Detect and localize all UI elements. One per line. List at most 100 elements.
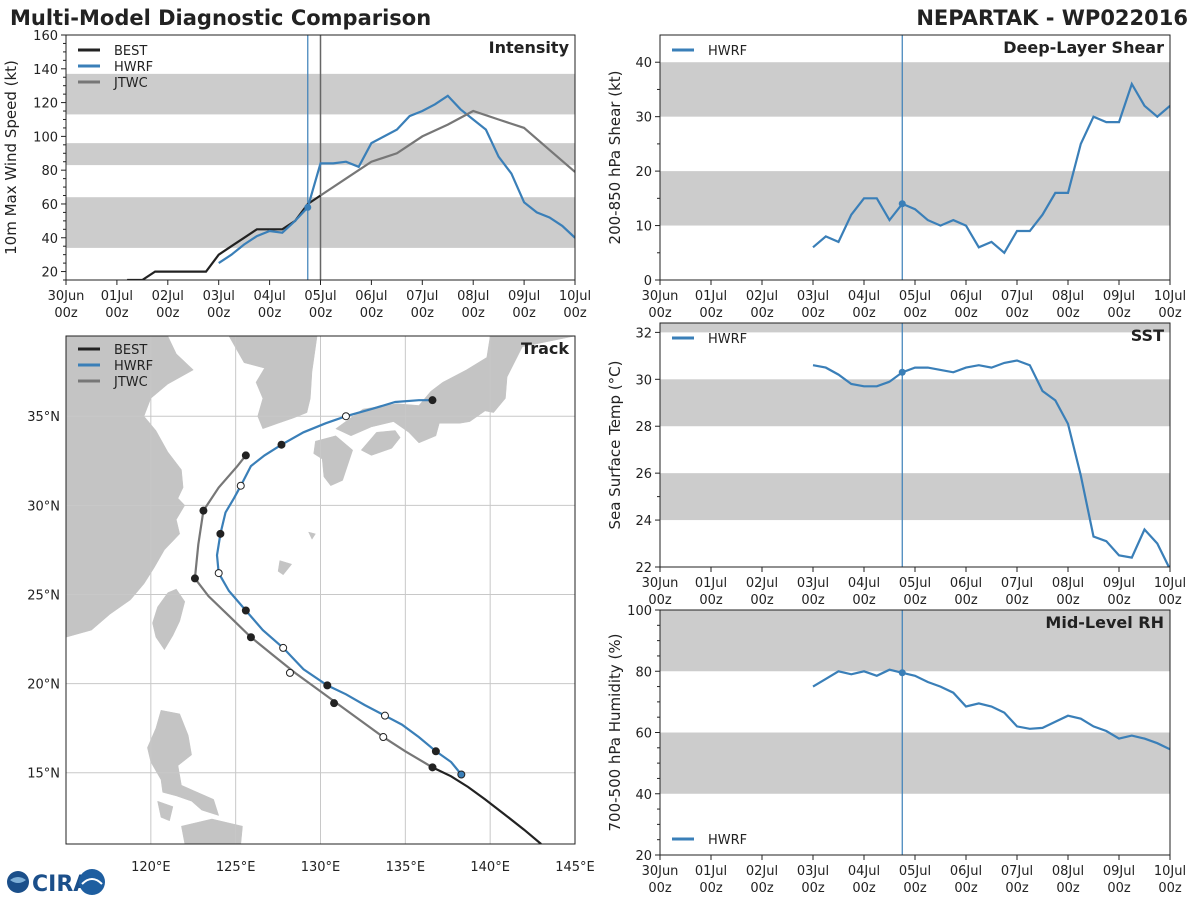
track-title: Track <box>521 339 569 358</box>
shear-ytick-label-1: 10 <box>635 220 652 235</box>
intensity-title: Intensity <box>489 38 570 57</box>
track-marker-hwrf-2 <box>380 711 389 720</box>
shear-xtick-hour-10: 00z <box>1158 306 1182 321</box>
land-kyushu <box>313 435 353 487</box>
track-legend-label-best: BEST <box>114 343 147 358</box>
sst-xtick-hour-8: 00z <box>1056 593 1080 608</box>
land-taiwan <box>152 588 186 651</box>
track-marker-jtwc-1 <box>379 733 388 742</box>
intensity-xtick-hour-3: 00z <box>207 306 231 321</box>
intensity-xtick-hour-7: 00z <box>411 306 435 321</box>
track-ytick-label-0: 15°N <box>27 767 60 782</box>
rh-xtick-day-7: 07Jul <box>1001 864 1033 879</box>
storm-name: NEPARTAK - WP022016 <box>916 6 1188 30</box>
sst-xtick-day-2: 02Jul <box>746 576 778 591</box>
intensity-xtick-day-6: 06Jul <box>355 289 387 304</box>
shear-band-1 <box>660 62 1170 117</box>
track-xtick-label-3: 135°E <box>386 860 426 875</box>
sst-xtick-day-8: 08Jul <box>1052 576 1084 591</box>
land-okinawa <box>277 560 293 576</box>
intensity-xtick-day-8: 08Jul <box>457 289 489 304</box>
shear-xtick-hour-9: 00z <box>1107 306 1131 321</box>
rh-xtick-hour-9: 00z <box>1107 881 1131 896</box>
track-ytick-label-3: 30°N <box>27 499 60 514</box>
sst-xtick-hour-5: 00z <box>903 593 927 608</box>
sst-xtick-day-4: 04Jul <box>848 576 880 591</box>
track-marker-hwrf-7 <box>216 529 225 538</box>
sst-xtick-hour-9: 00z <box>1107 593 1131 608</box>
rh-current-marker <box>898 669 906 677</box>
rh-xtick-hour-6: 00z <box>954 881 978 896</box>
track-marker-hwrf-11 <box>428 396 437 405</box>
rh-ytick-label-3: 80 <box>635 665 652 680</box>
shear-xtick-day-0: 30Jun <box>642 289 679 304</box>
track-marker-hwrf-8 <box>236 481 245 490</box>
intensity-xtick-hour-1: 00z <box>105 306 129 321</box>
track-legend-label-hwrf: HWRF <box>114 359 153 374</box>
intensity-panel: 20 40 60 80 100 120 140 160 30Jun 00z 01Jul 00z 02Ju… <box>2 29 591 321</box>
rh-xtick-day-2: 02Jul <box>746 864 778 879</box>
rh-series-hwrf <box>812 668 1170 751</box>
sst-xtick-hour-4: 00z <box>852 593 876 608</box>
rh-xtick-hour-0: 00z <box>648 881 672 896</box>
intensity-xtick-day-3: 03Jul <box>203 289 235 304</box>
land-shikoku <box>360 430 401 456</box>
track-xtick-label-4: 140°E <box>470 860 510 875</box>
sst-xtick-day-1: 01Jul <box>695 576 727 591</box>
track-ytick-label-2: 25°N <box>27 588 60 603</box>
track-marker-jtwc-0 <box>428 763 437 772</box>
sst-current-marker <box>898 368 906 376</box>
sst-ytick-label-4: 30 <box>635 373 652 388</box>
rh-ytick-label-2: 60 <box>635 727 652 742</box>
track-xtick-label-1: 125°E <box>216 860 256 875</box>
shear-xtick-day-1: 01Jul <box>695 289 727 304</box>
rh-ylabel: 700-500 hPa Humidity (%) <box>606 633 624 831</box>
track-marker-jtwc-3 <box>285 668 294 677</box>
track-marker-jtwc-2 <box>330 699 339 708</box>
track-frame <box>65 335 576 845</box>
sst-legend-label-hwrf: HWRF <box>708 332 747 347</box>
intensity-xtick-hour-5: 00z <box>309 306 333 321</box>
shear-ytick-label-0: 0 <box>644 274 652 289</box>
rh-panel: 20 40 60 80 100 30Jun 00z 01Jul 00z 02Jul 00z 03Jul… <box>606 604 1186 896</box>
track-map-area <box>66 336 575 844</box>
land-visayas <box>181 818 243 844</box>
rh-xtick-day-10: 10Jul <box>1154 864 1186 879</box>
sst-xtick-day-7: 07Jul <box>1001 576 1033 591</box>
sst-xtick-day-10: 10Jul <box>1154 576 1186 591</box>
intensity-xtick-day-5: 05Jul <box>304 289 336 304</box>
land-ryukyu-north <box>308 531 316 540</box>
rh-legend-label-hwrf: HWRF <box>708 833 747 848</box>
shear-title: Deep-Layer Shear <box>1003 38 1164 57</box>
shear-xtick-day-4: 04Jul <box>848 289 880 304</box>
track-marker-jtwc-5 <box>190 574 199 583</box>
shear-xtick-day-6: 06Jul <box>950 289 982 304</box>
track-marker-hwrf-5 <box>241 606 250 615</box>
rh-xtick-day-3: 03Jul <box>797 864 829 879</box>
intensity-ytick-label-3: 80 <box>41 164 58 179</box>
sst-xtick-hour-7: 00z <box>1005 593 1029 608</box>
intensity-xtick-hour-8: 00z <box>462 306 486 321</box>
land-luzon <box>147 710 220 816</box>
shear-series-hwrf <box>812 81 1170 255</box>
shear-ytick-label-2: 20 <box>635 165 652 180</box>
track-marker-hwrf-3 <box>323 681 332 690</box>
rh-xtick-hour-1: 00z <box>699 881 723 896</box>
track-marker-jtwc-7 <box>241 451 250 460</box>
rh-ytick-label-1: 40 <box>635 788 652 803</box>
sst-ylabel: Sea Surface Temp (°C) <box>606 360 624 529</box>
intensity-xtick-hour-9: 00z <box>512 306 536 321</box>
sst-band-2 <box>660 323 1170 333</box>
track-ytick-label-4: 35°N <box>27 410 60 425</box>
shear-xtick-day-10: 10Jul <box>1154 289 1186 304</box>
rh-band-1 <box>660 610 1170 672</box>
sst-ytick-label-0: 22 <box>635 561 652 576</box>
rh-ytick-label-4: 100 <box>627 604 652 619</box>
shear-band-0 <box>660 171 1170 226</box>
sst-title: SST <box>1131 326 1164 345</box>
rh-xtick-day-0: 30Jun <box>642 864 679 879</box>
sst-xtick-day-6: 06Jul <box>950 576 982 591</box>
intensity-ytick-label-4: 100 <box>33 130 58 145</box>
intensity-series-best <box>127 194 322 280</box>
